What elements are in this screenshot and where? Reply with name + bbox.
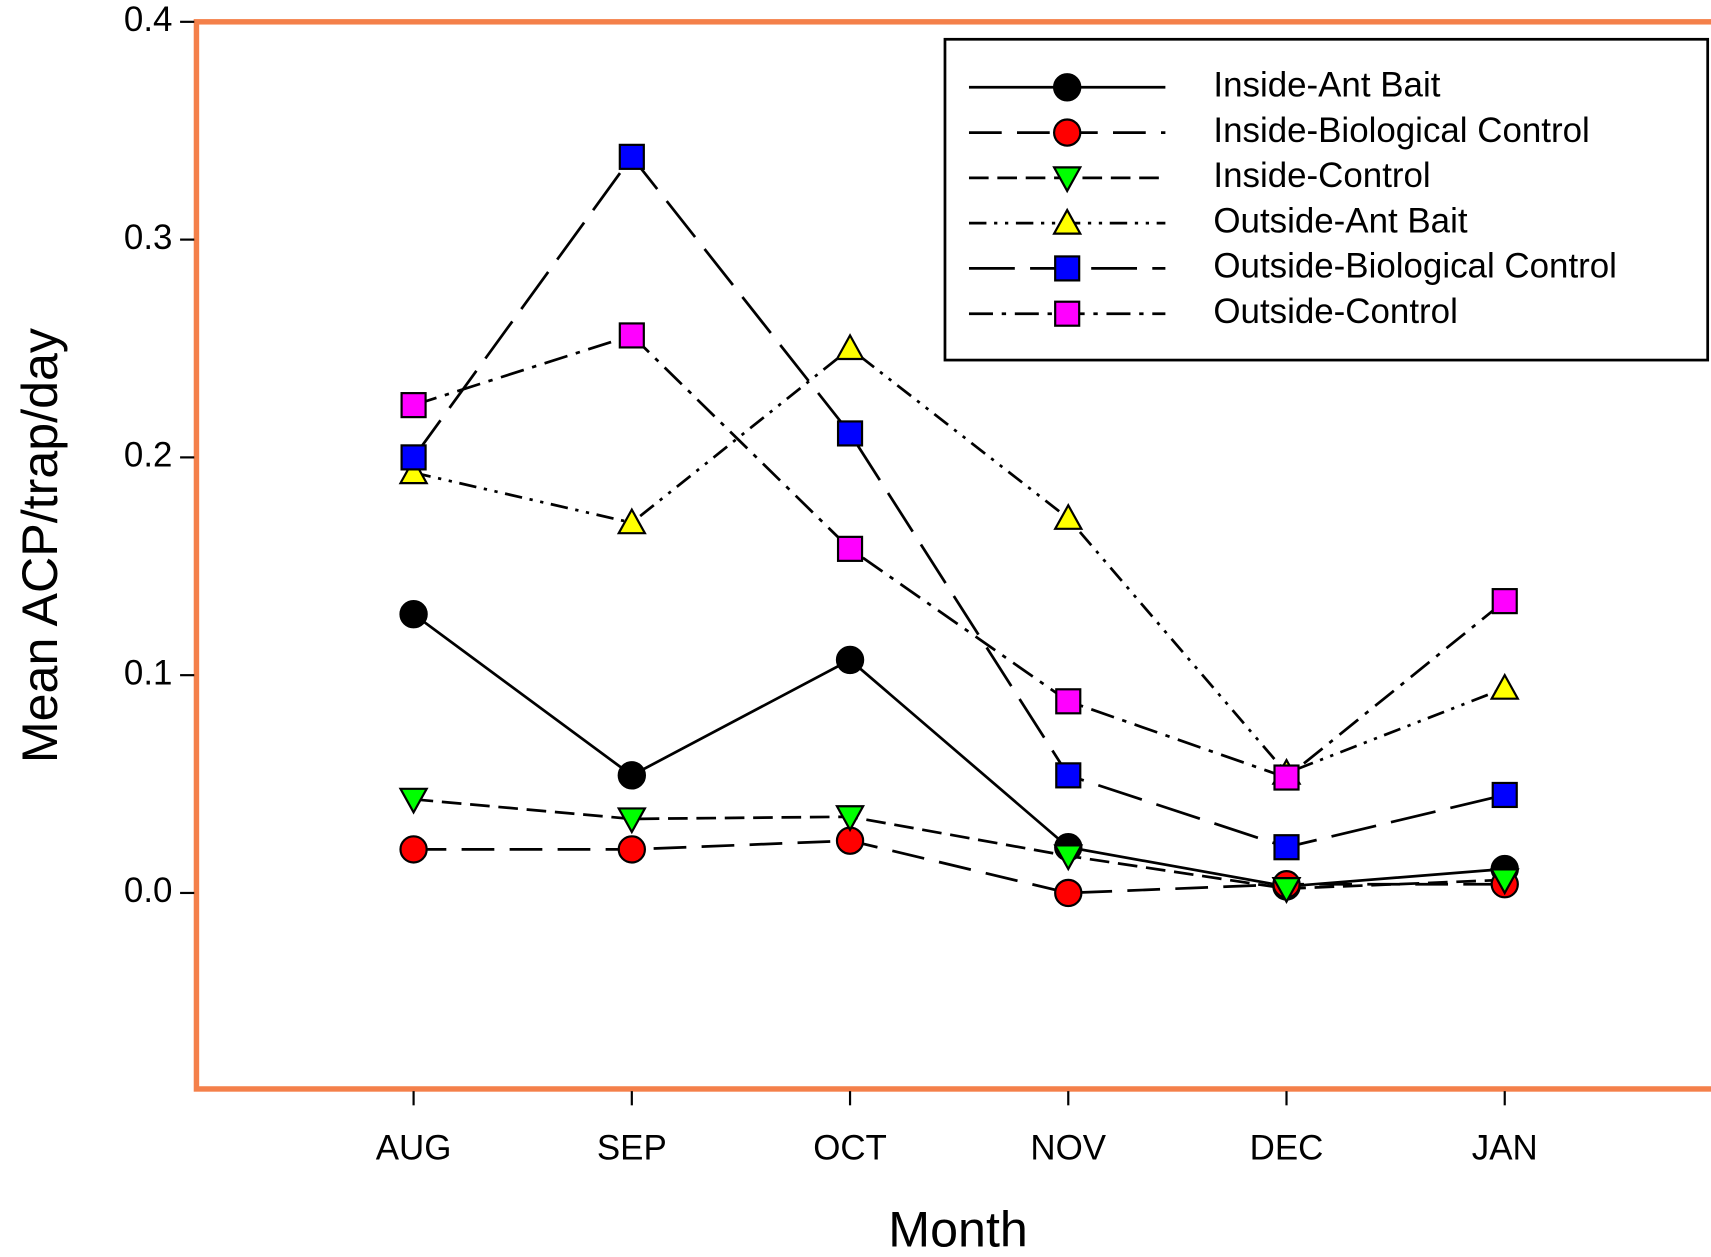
y-axis-label: Mean ACP/trap/day (12, 328, 68, 763)
series-line (413, 333, 1506, 780)
data-point (1271, 877, 1302, 904)
data-point (836, 420, 864, 447)
legend-label: Outside-Ant Bait (1213, 201, 1467, 240)
data-point (1273, 834, 1300, 861)
data-point (1491, 588, 1518, 615)
data-point (1489, 868, 1520, 896)
legend-label: Outside-Control (1213, 292, 1457, 331)
data-point (1053, 844, 1084, 872)
legend-label: Inside-Biological Control (1213, 111, 1589, 150)
y-tick-label: 0.0 (124, 871, 173, 910)
legend-marker (1054, 255, 1081, 282)
data-point (400, 444, 427, 471)
legend-marker (1052, 166, 1083, 194)
data-point (616, 807, 647, 835)
series-line (412, 154, 1506, 849)
data-point (1055, 762, 1082, 789)
x-tick-label: NOV (1030, 1128, 1106, 1167)
y-tick-label: 0.2 (124, 436, 173, 475)
data-point (618, 143, 645, 170)
legend-marker (1052, 207, 1083, 235)
data-point (618, 322, 645, 349)
data-point (617, 835, 646, 864)
series-line (412, 613, 1505, 888)
legend-marker (1052, 73, 1082, 102)
data-point (835, 645, 865, 675)
series-line (413, 839, 1505, 895)
x-tick-label: AUG (376, 1128, 452, 1167)
data-point (616, 507, 647, 535)
y-tick-label: 0.1 (124, 653, 173, 692)
y-tick-label: 0.4 (124, 0, 173, 39)
x-tick-label: JAN (1472, 1128, 1538, 1167)
plot-frame (193, 19, 1711, 1092)
data-point (835, 333, 865, 361)
series-line (413, 797, 1505, 890)
x-axis-label: Month (888, 1201, 1028, 1257)
data-point (400, 392, 427, 419)
data-point (1054, 878, 1083, 908)
x-tick-label: OCT (813, 1128, 887, 1167)
data-point (398, 787, 429, 815)
data-point (1273, 764, 1300, 791)
data-point (617, 761, 646, 790)
x-tick-label: DEC (1250, 1128, 1324, 1167)
y-tick-label: 0.3 (124, 218, 173, 257)
data-point (835, 805, 865, 833)
legend-label: Outside-Biological Control (1213, 247, 1617, 286)
data-point (399, 600, 428, 629)
data-point (1055, 688, 1082, 715)
data-point (1489, 672, 1520, 700)
series-line (413, 346, 1506, 775)
x-tick-label: SEP (597, 1128, 667, 1167)
data-point (399, 835, 428, 864)
legend-marker (1052, 118, 1082, 147)
legend-marker (1054, 300, 1081, 327)
data-point (1053, 503, 1084, 530)
data-point (836, 535, 864, 562)
data-point (1491, 781, 1518, 809)
data-point (398, 457, 429, 485)
legend: Inside-Ant Bait Inside-Biological Control… (943, 37, 1710, 362)
legend-label: Inside-Control (1213, 156, 1430, 195)
legend-label: Inside-Ant Bait (1213, 66, 1440, 105)
